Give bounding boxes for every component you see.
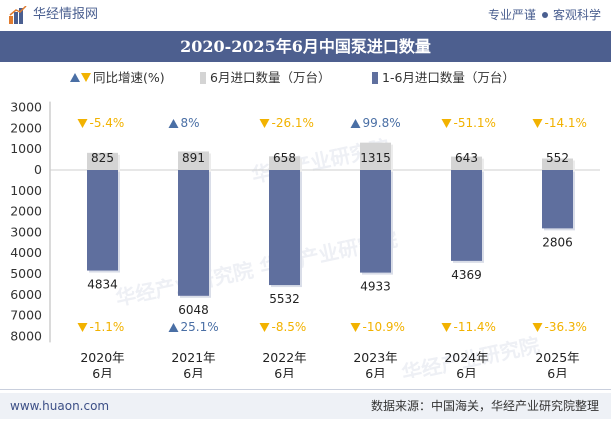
- legend-swatch-june: [200, 71, 206, 84]
- yoy-ytd-label: -10.9%: [363, 320, 405, 334]
- yoy-june-label: -5.4%: [90, 116, 125, 130]
- footer-source: 数据来源：中国海关，华经产业研究院整理: [370, 399, 599, 413]
- x-tick-label: 2024年: [444, 350, 488, 365]
- x-tick-label: 2025年: [535, 350, 579, 365]
- yoy-ytd-down-icon: [77, 323, 88, 332]
- ytd-value-label: 4834: [87, 278, 118, 292]
- yoy-ytd-label: -36.3%: [545, 320, 587, 334]
- yoy-june-down-icon: [77, 119, 88, 128]
- legend-item-ytd: 1-6月进口数量（万台）: [372, 68, 515, 88]
- yoy-june-down-icon: [441, 119, 452, 128]
- ytd-bar: [451, 170, 482, 261]
- yoy-ytd-down-icon: [350, 323, 361, 332]
- june-bar: [269, 156, 300, 170]
- y-tick-label: 7000: [10, 308, 42, 323]
- footer-website: www.huaon.com: [10, 399, 110, 413]
- y-tick-label: 3000: [10, 224, 42, 239]
- title-bar: 2020-2025年6月中国泵进口数量: [0, 31, 611, 62]
- y-tick-label: 5000: [10, 266, 42, 281]
- ytd-value-label: 4933: [360, 280, 391, 294]
- y-tick-label: 8000: [10, 328, 42, 343]
- legend-label-june: 6月进口数量（万台）: [210, 70, 331, 85]
- down-triangle-icon: [81, 73, 91, 82]
- x-tick-label: 2023年: [353, 350, 397, 365]
- june-value-label: 891: [182, 151, 205, 165]
- tagline-right: 客观科学: [552, 8, 601, 22]
- y-tick-label: 6000: [10, 287, 42, 302]
- legend-swatch-ytd: [372, 71, 378, 84]
- bar-chart: 华经产业研究院华经产业研究院华经产业研究院华经产业研究院300020001000…: [10, 100, 600, 378]
- yoy-june-label: 99.8%: [363, 116, 401, 130]
- yoy-june-label: -26.1%: [272, 116, 314, 130]
- y-tick-label: 4000: [10, 245, 42, 260]
- yoy-ytd-down-icon: [532, 323, 543, 332]
- ytd-bar: [360, 170, 391, 273]
- june-bar: [451, 156, 482, 170]
- june-bar: [87, 152, 118, 170]
- brand-tagline: 专业严谨 客观科学: [488, 6, 601, 24]
- x-tick-label: 6月: [274, 366, 294, 378]
- y-tick-label: 0: [34, 162, 42, 177]
- y-tick-label: 1000: [10, 183, 42, 198]
- x-tick-label: 6月: [547, 366, 567, 378]
- ytd-bar: [542, 170, 573, 229]
- legend-label-yoy: 同比增速(%): [93, 70, 165, 85]
- y-tick-label: 1000: [10, 141, 42, 156]
- june-value-label: 1315: [360, 151, 391, 165]
- x-tick-label: 6月: [92, 366, 112, 378]
- june-value-label: 658: [273, 151, 296, 165]
- yoy-ytd-down-icon: [259, 323, 270, 332]
- x-tick-label: 2020年: [80, 350, 124, 365]
- june-value-label: 825: [91, 151, 114, 165]
- x-tick-label: 6月: [183, 366, 203, 378]
- yoy-ytd-label: -8.5%: [272, 320, 307, 334]
- yoy-june-up-icon: [350, 119, 361, 128]
- chart-legend: 同比增速(%) 6月进口数量（万台） 1-6月进口数量（万台）: [0, 68, 611, 88]
- yoy-ytd-label: -1.1%: [90, 320, 125, 334]
- legend-label-ytd: 1-6月进口数量（万台）: [382, 70, 515, 85]
- yoy-june-label: -14.1%: [545, 116, 587, 130]
- tagline-dot-icon: [541, 12, 548, 18]
- brand-bar: 华经情报网 专业严谨 客观科学: [0, 0, 611, 30]
- x-tick-label: 6月: [456, 366, 476, 378]
- y-tick-label: 2000: [10, 120, 42, 135]
- yoy-ytd-label: 25.1%: [181, 320, 219, 334]
- y-tick-label: 3000: [10, 100, 42, 115]
- june-value-label: 552: [546, 151, 569, 165]
- yoy-ytd-up-icon: [168, 323, 179, 332]
- legend-item-yoy: 同比增速(%): [70, 68, 165, 88]
- ytd-value-label: 5532: [269, 292, 300, 306]
- tagline-left: 专业严谨: [487, 8, 536, 22]
- june-value-label: 643: [455, 151, 478, 165]
- brand-logo-icon: [9, 6, 27, 24]
- footer-divider: [0, 389, 611, 390]
- footer: www.huaon.com 数据来源：中国海关，华经产业研究院整理: [0, 393, 611, 419]
- yoy-june-down-icon: [532, 119, 543, 128]
- yoy-june-label: 8%: [181, 116, 200, 130]
- ytd-value-label: 6048: [178, 303, 209, 317]
- june-bar: [542, 158, 573, 170]
- y-tick-label: 2000: [10, 204, 42, 219]
- up-triangle-icon: [70, 73, 80, 82]
- yoy-june-label: -51.1%: [454, 116, 496, 130]
- yoy-june-down-icon: [259, 119, 270, 128]
- ytd-value-label: 4369: [451, 268, 482, 282]
- yoy-ytd-label: -11.4%: [454, 320, 496, 334]
- ytd-bar: [269, 170, 300, 286]
- june-bar: [360, 142, 391, 170]
- yoy-ytd-down-icon: [441, 323, 452, 332]
- june-bar: [178, 151, 209, 170]
- ytd-bar: [87, 170, 118, 271]
- yoy-june-up-icon: [168, 119, 179, 128]
- x-tick-label: 2022年: [262, 350, 306, 365]
- chart-title: 2020-2025年6月中国泵进口数量: [180, 37, 431, 56]
- x-tick-label: 6月: [365, 366, 385, 378]
- x-tick-label: 2021年: [171, 350, 215, 365]
- legend-item-june: 6月进口数量（万台）: [200, 68, 330, 88]
- brand-name: 华经情报网: [33, 7, 99, 22]
- ytd-value-label: 2806: [542, 235, 573, 249]
- ytd-bar: [178, 170, 209, 296]
